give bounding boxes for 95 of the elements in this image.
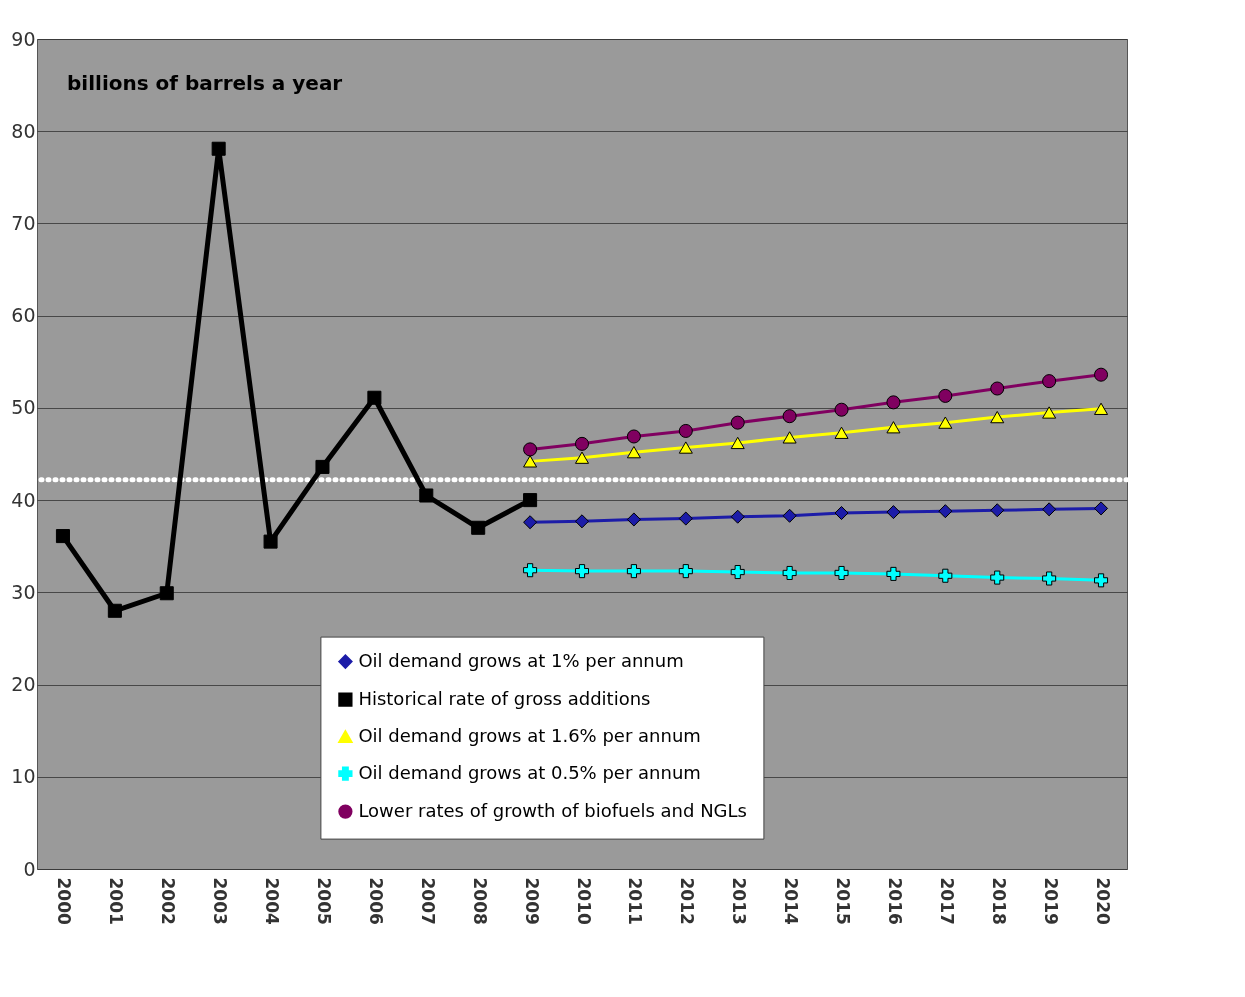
point: [834, 565, 849, 580]
x-tick-label: 2008: [469, 877, 490, 925]
point: [107, 603, 122, 618]
point: [211, 141, 226, 156]
point: [626, 512, 641, 527]
point: [886, 566, 901, 581]
x-tick-label: 2004: [262, 877, 283, 925]
point: [626, 564, 641, 579]
x-tick-label: 2012: [677, 877, 698, 925]
point: [678, 441, 693, 454]
x-tick-label: 2005: [313, 877, 334, 925]
point: [730, 436, 745, 450]
y-tick-label: 20: [11, 673, 36, 696]
x-tick-label: 2001: [106, 877, 127, 925]
point: [938, 504, 953, 519]
x-tick-label: 2019: [1040, 877, 1061, 925]
point: [419, 488, 434, 503]
point: [523, 442, 538, 457]
point: [990, 503, 1005, 518]
x-tick-label: 2009: [521, 877, 542, 925]
legend-label: Oil demand grows at 0.5% per annum: [358, 761, 701, 783]
point: [886, 505, 901, 520]
y-tick-label: 30: [11, 580, 36, 603]
x-tick-label: 2018: [988, 877, 1009, 925]
x-tick-label: 2020: [1092, 877, 1113, 925]
point: [523, 455, 538, 468]
point: [159, 586, 174, 601]
point: [523, 493, 538, 508]
point: [626, 446, 641, 459]
point: [886, 421, 901, 434]
point: [523, 515, 538, 530]
point: [938, 416, 953, 429]
point: [782, 409, 797, 424]
point: [55, 529, 70, 544]
point: [574, 514, 590, 529]
point: [315, 459, 330, 474]
point: [782, 508, 797, 523]
x-tick-label: 2010: [573, 877, 594, 925]
point: [1094, 501, 1109, 516]
annotation: billions of barrels a year: [67, 71, 343, 95]
x-tick-label: 2013: [729, 877, 750, 925]
point: [938, 388, 953, 403]
point: [730, 509, 745, 524]
legend-label: Historical rate of gross additions: [358, 687, 651, 709]
point: [367, 390, 382, 405]
y-tick-label: 50: [11, 396, 36, 419]
point: [990, 381, 1005, 396]
x-tick-label: 2014: [781, 877, 802, 925]
x-tick-label: 2006: [365, 877, 386, 925]
point: [1094, 573, 1109, 588]
x-tick-label: 2002: [158, 877, 179, 925]
point: [1042, 502, 1057, 517]
point: [834, 402, 849, 417]
point: [1094, 402, 1109, 415]
y-tick-label: 70: [11, 211, 36, 234]
point: [626, 429, 641, 444]
point: [678, 511, 693, 526]
point: [886, 395, 901, 410]
point: [938, 568, 953, 583]
point: [678, 564, 693, 579]
y-tick-label: 10: [11, 765, 36, 788]
legend-label: Oil demand grows at 1.6% per annum: [358, 724, 701, 746]
x-tick-label: 2003: [210, 877, 231, 925]
point: [523, 563, 538, 578]
point: [1094, 367, 1109, 382]
y-tick-label: 90: [11, 27, 36, 50]
y-tick-label: 80: [11, 119, 36, 142]
point: [1042, 406, 1057, 419]
point: [730, 415, 745, 430]
point: [990, 570, 1005, 585]
x-tick-label: 2007: [417, 877, 438, 925]
y-tick-label: 60: [11, 304, 36, 327]
point: [834, 426, 849, 439]
x-tick-label: 2000: [54, 877, 75, 925]
y-tick-label: 40: [11, 488, 36, 511]
point: [834, 506, 849, 521]
point: [574, 451, 590, 464]
point: [263, 534, 278, 549]
point: [574, 564, 590, 579]
point: [990, 410, 1005, 424]
point: [574, 436, 590, 451]
x-tick-label: 2017: [936, 877, 957, 925]
x-tick-label: 2016: [884, 877, 905, 925]
legend-label: Oil demand grows at 1% per annum: [358, 649, 684, 671]
point: [1042, 374, 1057, 389]
point: [471, 520, 486, 535]
legend-label: Lower rates of growth of biofuels and NGLs: [358, 799, 747, 821]
point: [1042, 571, 1057, 586]
point: [782, 431, 797, 444]
point: [730, 565, 745, 580]
point: [782, 565, 797, 580]
point: [678, 423, 693, 438]
x-tick-label: 2011: [625, 877, 646, 925]
y-tick-label: 0: [23, 857, 36, 880]
x-tick-label: 2015: [833, 877, 854, 925]
